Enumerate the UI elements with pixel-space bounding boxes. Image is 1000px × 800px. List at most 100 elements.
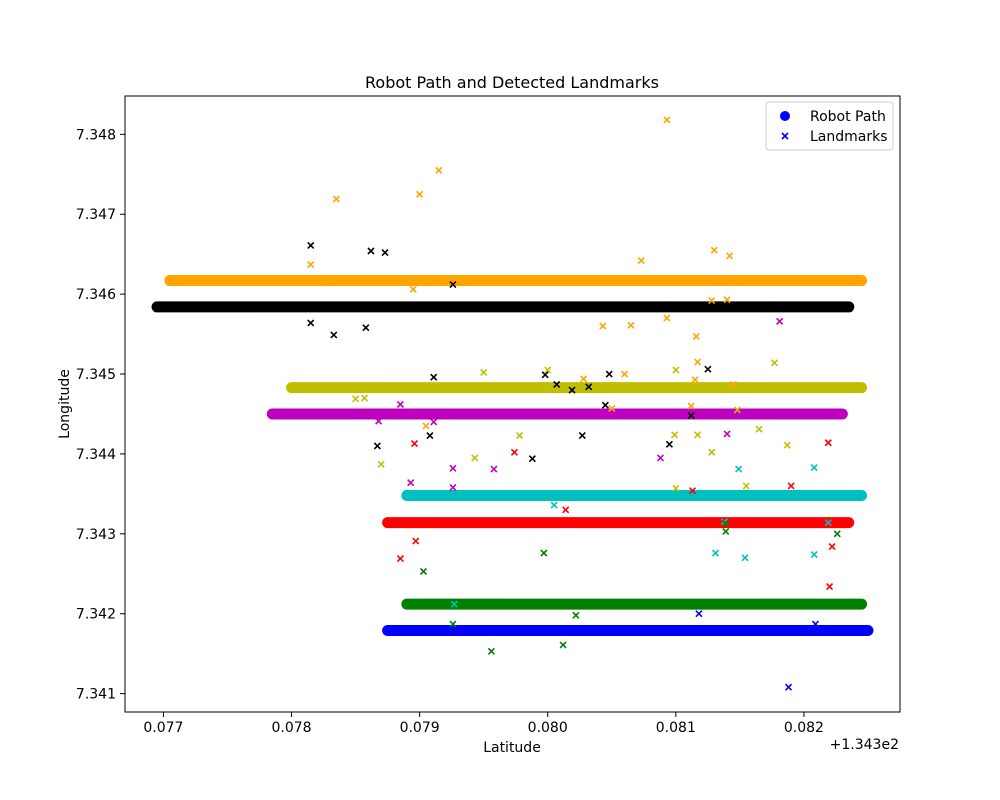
landmark-point xyxy=(810,463,818,472)
landmark-point xyxy=(776,317,784,325)
landmark-point xyxy=(416,190,424,198)
landmark-point xyxy=(627,321,635,329)
landmark-point xyxy=(787,482,795,490)
legend-box xyxy=(765,101,894,151)
landmark-point xyxy=(319,279,328,287)
landmark-series xyxy=(307,116,738,430)
landmark-point xyxy=(373,442,381,450)
landmark-point xyxy=(811,620,820,628)
landmark-point xyxy=(663,116,671,124)
y-tick-label: 7.343 xyxy=(76,527,116,543)
landmark-point xyxy=(687,412,695,420)
landmark-point xyxy=(449,483,457,492)
y-tick-label: 7.344 xyxy=(76,447,116,463)
landmarks xyxy=(307,116,841,691)
landmark-point xyxy=(580,375,588,383)
landmark-point xyxy=(450,600,458,608)
landmark-point xyxy=(688,487,697,495)
landmark-point xyxy=(528,455,536,463)
landmark-point xyxy=(435,166,443,174)
landmark-point xyxy=(430,373,438,381)
landmark-point xyxy=(419,567,428,575)
landmark-point xyxy=(723,430,731,438)
landmark-point xyxy=(396,400,404,408)
landmark-point xyxy=(608,404,616,412)
landmark-point xyxy=(704,365,712,373)
landmark-point xyxy=(410,439,419,448)
landmark-point xyxy=(711,549,720,557)
landmark-point xyxy=(568,386,576,394)
landmark-point xyxy=(396,555,404,563)
landmark-point xyxy=(710,246,718,254)
landmark-point xyxy=(601,401,609,409)
y-axis-label: Longitude xyxy=(57,369,73,439)
robot-paths xyxy=(151,275,874,637)
landmark-point xyxy=(741,554,749,562)
landmark-point xyxy=(670,431,679,439)
y-tick-label: 7.346 xyxy=(76,287,116,303)
landmark-series xyxy=(352,359,791,492)
landmark-point xyxy=(572,611,580,619)
landmark-point xyxy=(672,366,680,374)
landmark-point xyxy=(352,395,360,403)
landmark-point xyxy=(490,465,498,473)
landmark-point xyxy=(733,406,741,414)
landmark-point xyxy=(515,431,524,440)
landmark-point xyxy=(605,370,613,378)
landmark-point xyxy=(307,261,315,269)
landmark-point xyxy=(833,530,841,538)
landmark-point xyxy=(471,454,479,462)
landmark-point xyxy=(540,549,548,557)
landmark-point xyxy=(377,460,385,468)
landmark-point xyxy=(663,314,671,322)
landmark-point xyxy=(828,543,836,551)
legend-marker-landmarks xyxy=(781,132,789,140)
landmark-point xyxy=(307,319,315,327)
landmark-point xyxy=(409,285,417,293)
landmark-series xyxy=(307,241,712,463)
landmark-point xyxy=(330,331,338,339)
landmark-point xyxy=(449,464,457,472)
landmark-point xyxy=(735,465,743,473)
x-tick-label: 0.077 xyxy=(143,720,183,736)
landmark-point xyxy=(510,448,518,456)
landmark-series xyxy=(396,439,836,591)
landmark-point xyxy=(307,241,315,249)
landmark-point xyxy=(708,296,716,305)
landmark-point xyxy=(770,359,779,367)
landmark-point xyxy=(672,484,680,492)
landmark-point xyxy=(541,371,549,379)
landmark-point xyxy=(708,448,716,456)
landmark-series xyxy=(419,519,841,655)
landmark-point xyxy=(621,370,629,378)
landmark-point xyxy=(825,582,834,591)
landmark-point xyxy=(449,280,457,289)
landmark-point xyxy=(480,368,488,377)
y-tick-label: 7.341 xyxy=(76,687,116,703)
landmark-point xyxy=(824,519,832,527)
landmark-point xyxy=(407,479,415,487)
landmark-series xyxy=(450,463,832,608)
landmark-series xyxy=(375,317,784,492)
x-tick-label: 0.081 xyxy=(656,720,696,736)
landmark-point xyxy=(562,506,570,514)
landmark-series xyxy=(695,610,820,691)
landmark-point xyxy=(585,383,593,391)
landmark-point xyxy=(430,418,438,426)
x-axis-label: Latitude xyxy=(483,740,541,756)
x-tick-label: 0.079 xyxy=(400,720,440,736)
landmark-point xyxy=(729,380,738,388)
legend-marker-robot-path xyxy=(780,111,790,121)
landmark-point xyxy=(695,610,703,618)
landmark-point xyxy=(722,519,730,528)
landmark-point xyxy=(381,249,389,257)
legend: Robot Path Landmarks xyxy=(765,101,894,151)
y-tick-label: 7.347 xyxy=(76,207,116,223)
landmark-point xyxy=(559,641,567,649)
landmark-point xyxy=(692,332,700,341)
y-tick-label: 7.345 xyxy=(76,367,116,383)
landmark-point xyxy=(742,482,750,490)
landmark-point xyxy=(687,402,695,410)
landmark-point xyxy=(487,647,495,655)
landmark-point xyxy=(360,394,369,402)
